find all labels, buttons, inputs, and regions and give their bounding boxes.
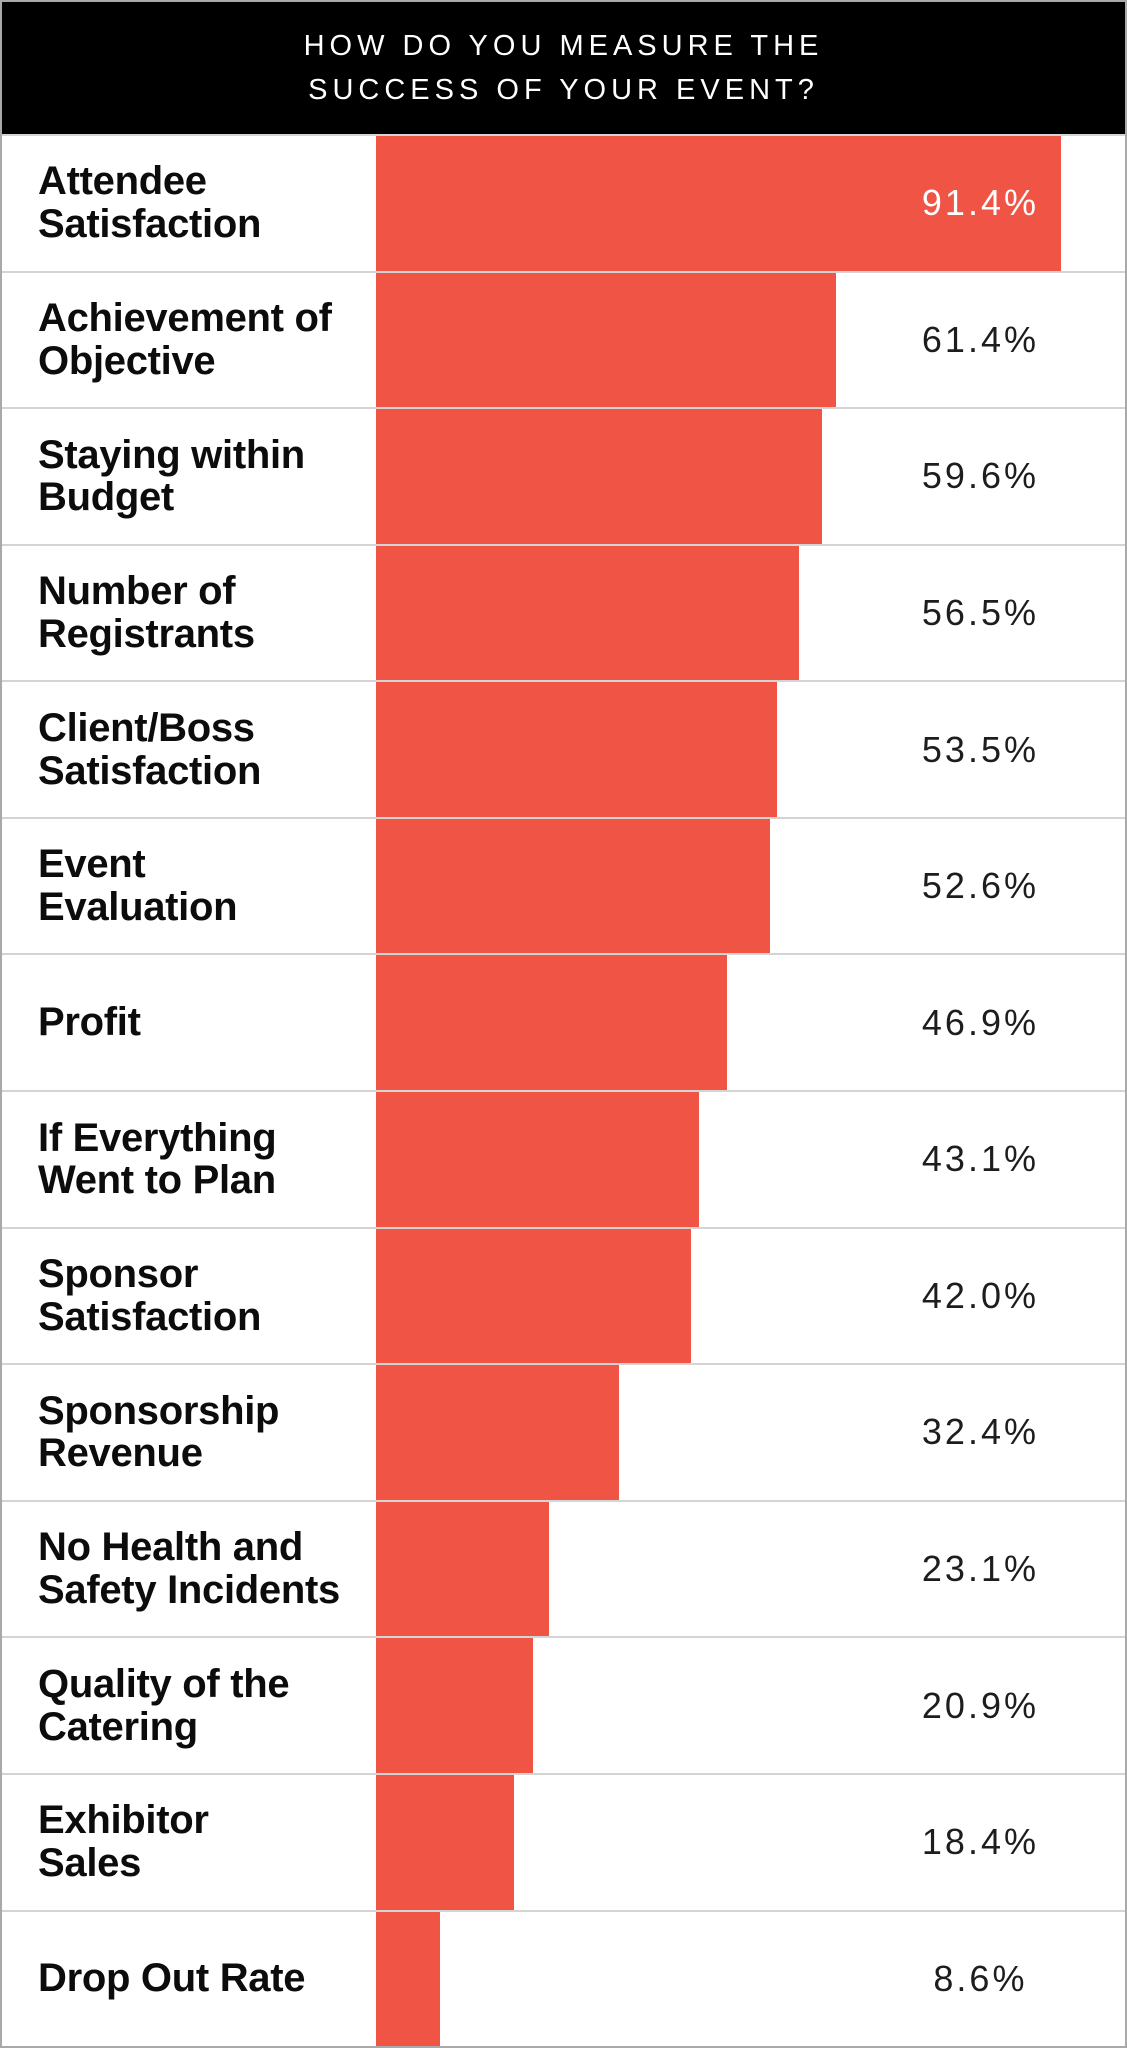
category-label: Sponsor Satisfaction xyxy=(38,1252,262,1339)
value-label: 23.1% xyxy=(921,1548,1039,1590)
bar-rows: Attendee Satisfaction 91.4% Achievement … xyxy=(2,134,1125,2046)
table-row: Achievement of Objective 61.4% xyxy=(2,270,1125,408)
category-label: Staying within Budget xyxy=(38,432,305,520)
bar-track: 43.1% xyxy=(376,1092,1125,1227)
value-label: 43.1% xyxy=(921,1138,1039,1180)
category-label: Number of Registrants xyxy=(38,569,255,657)
bar xyxy=(376,818,770,954)
value-label: 18.4% xyxy=(921,1821,1039,1863)
value-label: 91.4% xyxy=(921,182,1039,224)
category-label: Profit xyxy=(38,1000,141,1045)
category-label: Attendee Satisfaction xyxy=(38,159,262,247)
bar xyxy=(376,409,823,544)
bar xyxy=(376,1911,441,2046)
table-row: Profit 46.9% xyxy=(2,953,1125,1091)
bar-track: 53.5% xyxy=(376,682,1125,817)
bar-track: 46.9% xyxy=(376,955,1125,1091)
category-label: No Health and Safety Incidents xyxy=(38,1525,340,1613)
category-label: Drop Out Rate xyxy=(38,1956,306,2001)
bar-track: 23.1% xyxy=(376,1501,1125,1637)
bar xyxy=(376,1365,619,1500)
value-label: 53.5% xyxy=(921,728,1039,770)
bar xyxy=(376,682,777,817)
bar-track: 52.6% xyxy=(376,818,1125,954)
bar-track: 20.9% xyxy=(376,1638,1125,1773)
bar-track: 61.4% xyxy=(376,272,1125,408)
bar xyxy=(376,1501,550,1637)
table-row: Number of Registrants 56.5% xyxy=(2,543,1125,681)
value-label: 32.4% xyxy=(921,1411,1039,1453)
category-label: Client/Boss Satisfaction xyxy=(38,705,262,793)
value-label: 61.4% xyxy=(921,318,1039,360)
chart-title-line-1: HOW DO YOU MEASURE THE xyxy=(303,30,824,62)
table-row: Event Evaluation 52.6% xyxy=(2,816,1125,954)
category-label: Quality of the Catering xyxy=(38,1661,290,1749)
value-label: 59.6% xyxy=(921,455,1039,497)
value-label: 46.9% xyxy=(921,1001,1039,1043)
chart-header: HOW DO YOU MEASURE THE SUCCESS OF YOUR E… xyxy=(2,2,1125,134)
category-label: Sponsorship Revenue xyxy=(38,1388,280,1476)
bar-track: 32.4% xyxy=(376,1365,1125,1500)
bar xyxy=(376,1774,514,1910)
bar xyxy=(376,1638,533,1773)
bar-track: 56.5% xyxy=(376,545,1125,681)
bar-track: 8.6% xyxy=(376,1911,1125,2046)
table-row: Sponsorship Revenue 32.4% xyxy=(2,1363,1125,1500)
chart-title-line-2: SUCCESS OF YOUR EVENT? xyxy=(308,74,819,106)
bar xyxy=(376,1228,691,1364)
value-label: 20.9% xyxy=(921,1684,1039,1726)
bar-track: 59.6% xyxy=(376,409,1125,544)
table-row: Attendee Satisfaction 91.4% xyxy=(2,134,1125,271)
bar xyxy=(376,272,836,408)
table-row: No Health and Safety Incidents 23.1% xyxy=(2,1499,1125,1637)
table-row: Staying within Budget 59.6% xyxy=(2,407,1125,544)
category-label: Achievement of Objective xyxy=(38,296,332,383)
value-label: 52.6% xyxy=(921,865,1039,907)
bar-track: 42.0% xyxy=(376,1228,1125,1364)
table-row: Quality of the Catering 20.9% xyxy=(2,1636,1125,1773)
value-label: 42.0% xyxy=(921,1274,1039,1316)
bar xyxy=(376,545,800,681)
table-row: If Everything Went to Plan 43.1% xyxy=(2,1090,1125,1227)
table-row: Sponsor Satisfaction 42.0% xyxy=(2,1226,1125,1364)
bar xyxy=(376,1092,699,1227)
value-label: 8.6% xyxy=(933,1957,1028,1999)
table-row: Client/Boss Satisfaction 53.5% xyxy=(2,680,1125,817)
category-label: If Everything Went to Plan xyxy=(38,1115,277,1203)
table-row: Exhibitor Sales 18.4% xyxy=(2,1772,1125,1910)
bar xyxy=(376,955,728,1091)
bar xyxy=(376,136,1061,271)
category-label: Event Evaluation xyxy=(38,842,238,930)
bar-track: 18.4% xyxy=(376,1774,1125,1910)
category-label: Exhibitor Sales xyxy=(38,1798,209,1886)
value-label: 56.5% xyxy=(921,592,1039,634)
bar-track: 91.4% xyxy=(376,136,1125,271)
table-row: Drop Out Rate 8.6% xyxy=(2,1909,1125,2046)
